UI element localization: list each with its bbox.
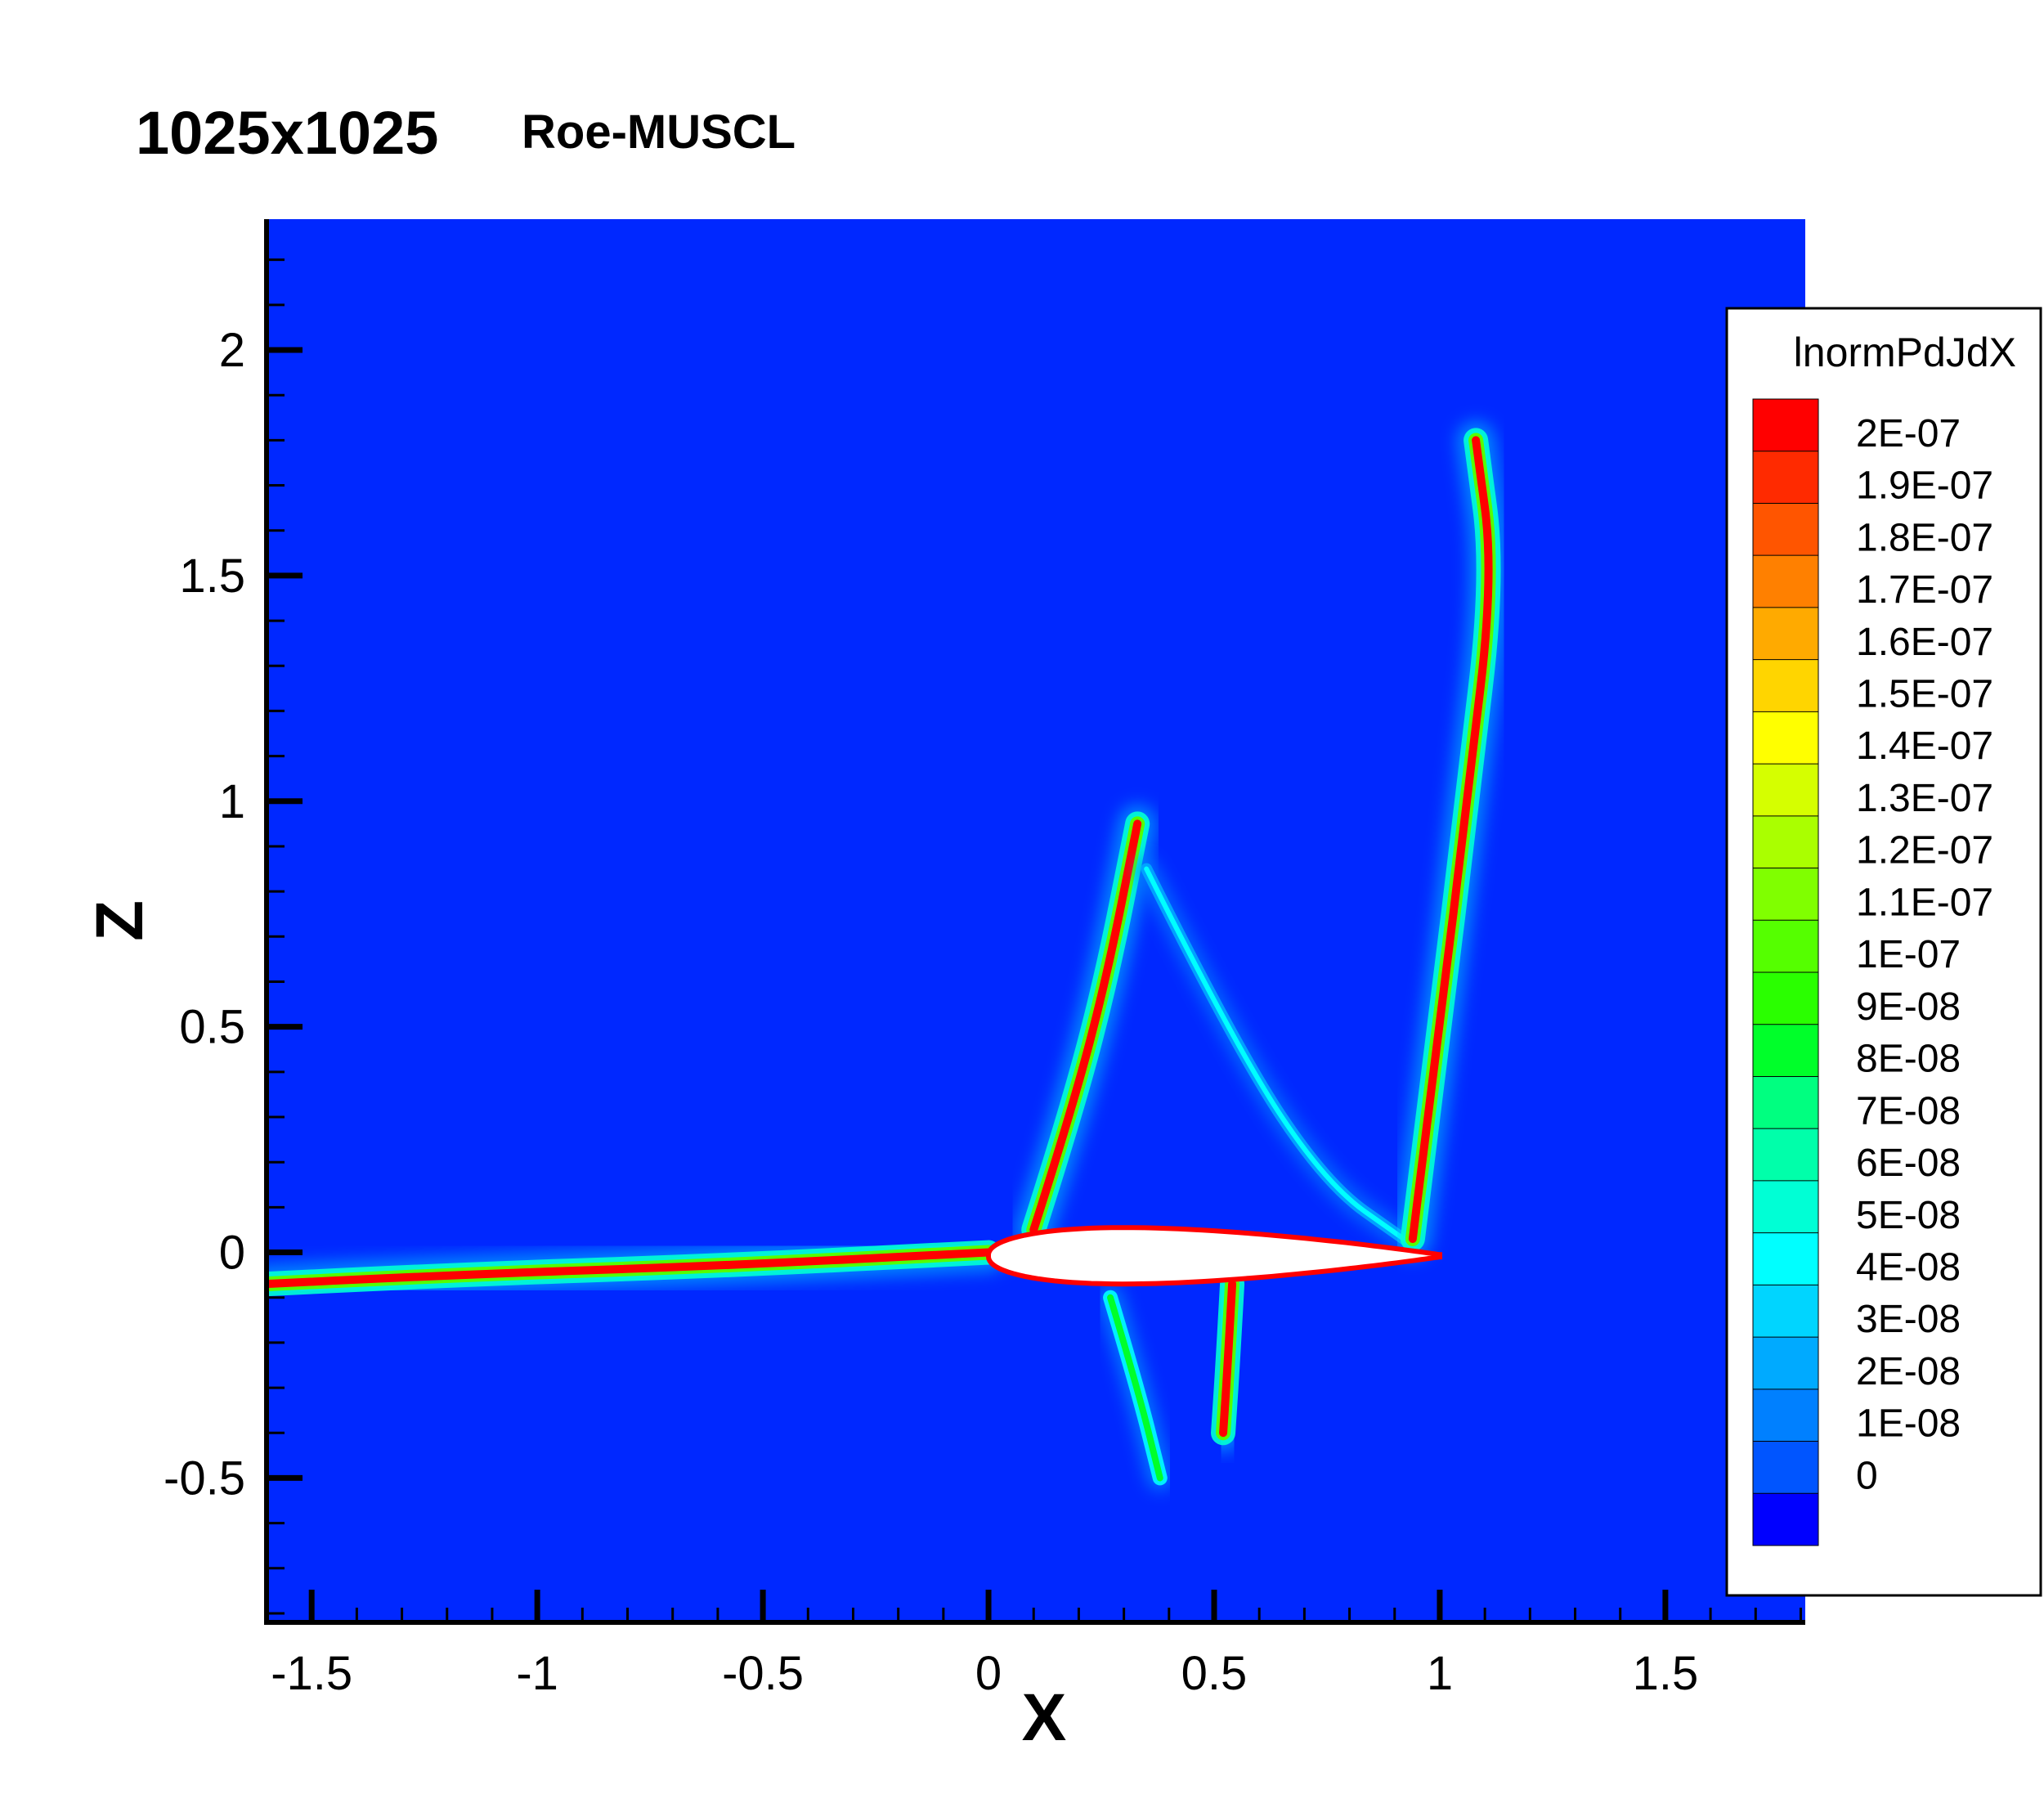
legend-label: 1E-08 [1856,1402,1961,1446]
legend-title: lnormPdJdX [1794,330,2016,375]
legend-label: 1.3E-07 [1856,777,1993,820]
y-tick-label: 2 [219,324,245,377]
legend-swatch [1753,555,1818,608]
legend-swatch [1753,764,1818,817]
legend-swatch [1753,711,1818,765]
legend-label: 2E-08 [1856,1350,1961,1393]
y-tick-label: 0 [219,1227,245,1280]
legend-swatch [1753,1337,1818,1390]
upper-shock-right-branch-band [1144,866,1406,1241]
legend-label: 1.8E-07 [1856,516,1993,559]
legend-swatch [1753,1076,1818,1129]
legend-swatch [1753,451,1818,504]
y-axis-label: Z [83,900,157,941]
legend-label: 1.2E-07 [1856,829,1993,873]
legend-label: 1.5E-07 [1856,673,1993,716]
upper-shock-left [1015,805,1157,1249]
legend-swatch [1753,1180,1818,1234]
legend-swatch [1753,972,1818,1025]
legend: lnormPdJdX 2E-07 1.9E-07 1.8E-07 1.7E-07 1.6E… [1725,307,2042,1597]
y-tick-label: 0.5 [179,1001,245,1054]
x-tick-label: -0.5 [722,1647,804,1700]
x-tick-label: -1 [516,1647,558,1700]
x-tick-label: 1.5 [1633,1647,1699,1700]
legend-swatch [1753,1389,1818,1442]
chart-title: 1025x1025 [136,99,439,167]
legend-swatch [1753,868,1818,921]
legend-swatch [1753,1493,1818,1546]
legend-swatch [1753,1285,1818,1338]
lower-shock-band [1219,1280,1237,1438]
flow-features [267,421,1508,1491]
legend-label: 0 [1856,1454,1878,1497]
legend-label: 3E-08 [1856,1298,1961,1341]
legend-swatch [1753,815,1818,869]
legend-label: 2E-07 [1856,412,1961,455]
legend-swatch [1753,659,1818,712]
y-tick-label: 1.5 [179,550,245,603]
legend-label: 1.9E-07 [1856,464,1993,508]
legend-label: 6E-08 [1856,1142,1961,1185]
legend-swatch [1753,607,1818,661]
legend-swatch [1753,1128,1818,1182]
legend-swatch [1753,920,1818,973]
y-tick-label: -0.5 [164,1451,245,1505]
legend-swatch [1753,399,1818,452]
lower-shock [1204,1265,1252,1452]
legend-label: 8E-08 [1856,1038,1961,1081]
axes: -1.5 -1 -0.5 0 0.5 1 1.5 -0.5 0 0.5 1 1.5 2 X Z [83,219,1805,1755]
lower-wave-band [1107,1294,1163,1482]
legend-label: 1E-07 [1856,933,1961,976]
airfoil [986,1225,1442,1287]
upper-shock-right-branch [1136,858,1414,1249]
x-tick-label: 0.5 [1181,1647,1248,1700]
legend-label: 1.6E-07 [1856,621,1993,664]
x-tick-label: 1 [1427,1647,1453,1700]
legend-label: 1.4E-07 [1856,725,1993,768]
legend-swatch [1753,1232,1818,1285]
upper-shock-left-band [1029,819,1142,1234]
plot-background [267,219,1805,1622]
y-tick-label: 1 [219,775,245,828]
legend-label: 9E-08 [1856,985,1961,1029]
legend-label: 1.7E-07 [1856,568,1993,612]
x-tick-label: 0 [975,1647,1002,1700]
lower-wave [1098,1285,1172,1491]
airfoil-layer [986,1225,1442,1287]
legend-swatch [1753,1024,1818,1077]
x-tick-label: -1.5 [271,1647,352,1700]
trailing-shock-band [1408,436,1493,1243]
chart-subtitle: Roe-MUSCL [522,105,796,159]
wake-streak-band [267,1248,993,1289]
legend-label: 7E-08 [1856,1089,1961,1133]
wake-streak [267,1233,1008,1303]
legend-swatch [1753,503,1818,556]
legend-swatch [1753,1441,1818,1494]
legend-label: 5E-08 [1856,1194,1961,1237]
legend-label: 1.1E-07 [1856,881,1993,924]
trailing-shock [1393,421,1508,1258]
x-axis-label: X [1022,1680,1067,1755]
legend-label: 4E-08 [1856,1246,1961,1290]
